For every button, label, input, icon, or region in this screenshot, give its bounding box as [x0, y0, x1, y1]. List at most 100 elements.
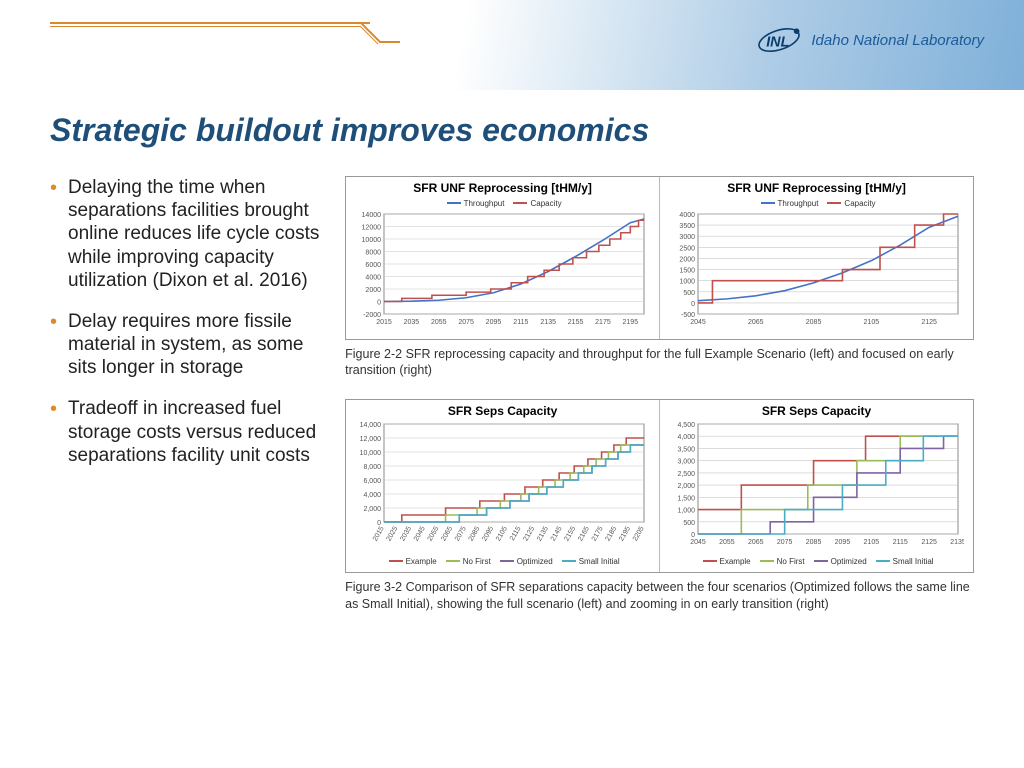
chart-legend: ExampleNo FirstOptimizedSmall Initial [350, 555, 655, 566]
svg-text:2,500: 2,500 [678, 471, 696, 478]
svg-text:2165: 2165 [577, 526, 591, 543]
svg-text:2065: 2065 [748, 319, 764, 326]
svg-text:2015: 2015 [372, 526, 386, 543]
chart-legend: ThroughputCapacity [350, 197, 655, 208]
fig2-left-chart: SFR Seps Capacity 02,0004,0006,0008,0001… [346, 400, 659, 572]
svg-text:2115: 2115 [893, 539, 908, 546]
svg-text:6,000: 6,000 [364, 478, 382, 485]
svg-text:14,000: 14,000 [360, 422, 382, 429]
svg-text:2195: 2195 [623, 319, 639, 326]
bullet-item: Delaying the time when separations facil… [50, 176, 325, 292]
chart-title: SFR Seps Capacity [664, 404, 969, 418]
svg-text:2055: 2055 [719, 539, 735, 546]
svg-text:2125: 2125 [921, 319, 937, 326]
svg-text:2125: 2125 [523, 526, 537, 543]
svg-text:3,500: 3,500 [678, 447, 696, 454]
figures-column: SFR UNF Reprocessing [tHM/y] ThroughputC… [345, 176, 974, 736]
svg-text:2,000: 2,000 [678, 483, 696, 490]
figure-1-charts: SFR UNF Reprocessing [tHM/y] ThroughputC… [345, 176, 974, 340]
svg-text:2055: 2055 [431, 319, 447, 326]
figure-2-charts: SFR Seps Capacity 02,0004,0006,0008,0001… [345, 399, 974, 573]
svg-text:1,500: 1,500 [678, 496, 696, 503]
slide: { "header": { "org_name": "Idaho Nationa… [0, 0, 1024, 768]
chart-svg: 05001,0001,5002,0002,5003,0003,5004,0004… [664, 420, 964, 550]
svg-text:10000: 10000 [362, 237, 382, 244]
svg-text:2085: 2085 [806, 319, 822, 326]
svg-text:2045: 2045 [690, 539, 706, 546]
svg-text:2065: 2065 [748, 539, 764, 546]
chart-svg: -500050010001500200025003000350040002045… [664, 210, 964, 330]
bullet-list: Delaying the time when separations facil… [50, 176, 345, 736]
svg-text:3500: 3500 [679, 223, 695, 230]
header-accent-line [50, 22, 370, 24]
svg-text:2115: 2115 [513, 319, 528, 326]
chart-svg: 02,0004,0006,0008,00010,00012,00014,0002… [350, 420, 650, 550]
bullet-item: Tradeoff in increased fuel storage costs… [50, 397, 325, 467]
svg-text:2000: 2000 [679, 256, 695, 263]
svg-text:2095: 2095 [486, 319, 502, 326]
svg-text:2045: 2045 [690, 319, 706, 326]
svg-text:2155: 2155 [568, 319, 584, 326]
svg-text:2035: 2035 [404, 319, 420, 326]
svg-text:0: 0 [691, 532, 695, 539]
svg-text:2500: 2500 [679, 245, 695, 252]
svg-text:2135: 2135 [536, 526, 550, 543]
fig2-right-chart: SFR Seps Capacity 0 500 1,000 1,500 2,000 2,5… [659, 400, 973, 572]
chart-legend: ThroughputCapacity [664, 197, 969, 208]
bullet-item: Delay requires more fissile material in … [50, 310, 325, 380]
svg-text:2035: 2035 [399, 526, 413, 543]
svg-text:0: 0 [691, 300, 695, 307]
svg-text:8000: 8000 [366, 249, 382, 256]
svg-text:-500: -500 [681, 312, 695, 319]
svg-text:2135: 2135 [950, 539, 964, 546]
svg-text:3000: 3000 [679, 234, 695, 241]
svg-text:-2000: -2000 [363, 312, 381, 319]
svg-text:0: 0 [377, 299, 381, 306]
svg-text:2085: 2085 [468, 526, 482, 543]
chart-title: SFR UNF Reprocessing [tHM/y] [664, 181, 969, 195]
svg-text:2205: 2205 [632, 526, 646, 543]
svg-text:2175: 2175 [591, 526, 605, 543]
svg-text:2185: 2185 [605, 526, 619, 543]
svg-text:1,000: 1,000 [678, 508, 696, 515]
svg-text:2075: 2075 [777, 539, 793, 546]
fig1-left-chart: SFR UNF Reprocessing [tHM/y] ThroughputC… [346, 177, 659, 339]
fig1-right-chart: SFR UNF Reprocessing [tHM/y] ThroughputC… [659, 177, 973, 339]
svg-text:2155: 2155 [564, 526, 578, 543]
svg-text:INL: INL [767, 34, 790, 50]
org-name: Idaho National Laboratory [811, 32, 984, 49]
svg-text:2075: 2075 [458, 319, 474, 326]
svg-text:2105: 2105 [495, 526, 509, 543]
svg-text:2015: 2015 [376, 319, 392, 326]
svg-text:500: 500 [683, 520, 695, 527]
svg-text:2045: 2045 [413, 526, 427, 543]
svg-text:2000: 2000 [366, 287, 382, 294]
svg-text:2105: 2105 [864, 319, 880, 326]
inl-logo-icon: INL [755, 20, 803, 60]
svg-text:12000: 12000 [362, 224, 382, 231]
svg-text:3,000: 3,000 [678, 459, 696, 466]
svg-text:2115: 2115 [509, 526, 523, 543]
svg-text:2125: 2125 [921, 539, 937, 546]
header-accent-line-inner [50, 26, 360, 27]
figure-2-caption: Figure 3-2 Comparison of SFR separations… [345, 579, 974, 613]
svg-text:1000: 1000 [679, 278, 695, 285]
svg-text:2095: 2095 [481, 526, 495, 543]
svg-text:2075: 2075 [454, 526, 468, 543]
svg-text:1500: 1500 [679, 267, 695, 274]
svg-text:14000: 14000 [362, 212, 382, 219]
chart-legend: ExampleNo FirstOptimizedSmall Initial [664, 555, 969, 566]
header-accent-diagonal [360, 22, 400, 62]
svg-text:2175: 2175 [595, 319, 611, 326]
org-logo: INL Idaho National Laboratory [755, 20, 984, 60]
svg-text:10,000: 10,000 [360, 450, 382, 457]
svg-text:4,000: 4,000 [678, 434, 696, 441]
svg-text:2,000: 2,000 [364, 506, 382, 513]
svg-text:2095: 2095 [835, 539, 851, 546]
svg-text:2145: 2145 [550, 526, 564, 543]
content-area: Delaying the time when separations facil… [50, 176, 974, 736]
svg-text:4,000: 4,000 [364, 492, 382, 499]
svg-text:4000: 4000 [366, 274, 382, 281]
svg-text:6000: 6000 [366, 262, 382, 269]
svg-text:2025: 2025 [386, 526, 400, 543]
